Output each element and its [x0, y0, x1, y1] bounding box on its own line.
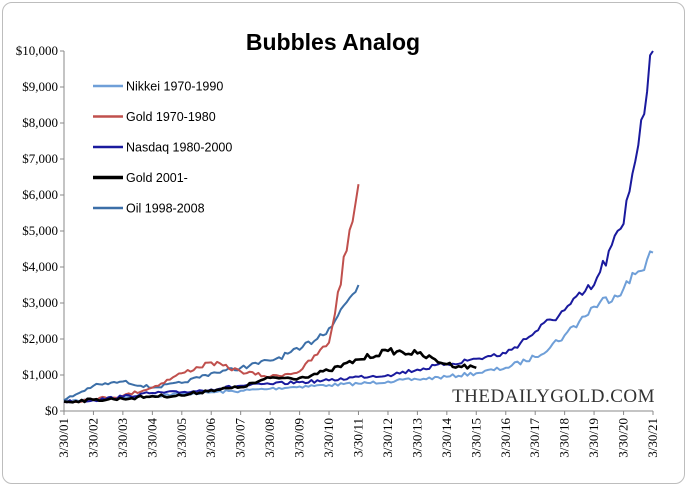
legend: Nikkei 1970-1990 Gold 1970-1980 Nasdaq 198… [93, 80, 232, 216]
x-tick-label: 3/30/18 [557, 418, 572, 458]
x-tick-label: 3/30/16 [498, 418, 513, 458]
y-tick-label: $1,000 [22, 367, 58, 382]
x-tick-label: 3/30/09 [292, 418, 307, 458]
x-tick-label: 3/30/21 [645, 418, 660, 458]
series-line-1 [63, 184, 360, 404]
series-line-3 [63, 347, 477, 404]
x-tick-label: 3/30/05 [174, 418, 189, 458]
x-tick-label: 3/30/17 [527, 418, 542, 458]
legend-label-0: Nikkei 1970-1990 [126, 80, 223, 94]
x-tick-label: 3/30/03 [115, 418, 130, 458]
x-tick-label: 3/30/04 [144, 418, 159, 458]
x-tick-label: 3/30/14 [439, 418, 454, 458]
y-tick-label: $9,000 [22, 79, 58, 94]
y-tick-label: $10,000 [16, 43, 58, 58]
x-tick-label: 3/30/02 [85, 418, 100, 458]
x-tick-label: 3/30/19 [586, 418, 601, 458]
x-tick-label: 3/30/12 [380, 418, 395, 458]
x-tick-label: 3/30/13 [409, 418, 424, 458]
chart-frame: Bubbles Analog $0 $1,000 $2,000 $3,000 $4,00… [2, 2, 685, 484]
legend-label-2: Nasdaq 1980-2000 [126, 141, 232, 155]
series-line-0 [63, 250, 654, 404]
legend-label-1: Gold 1970-1980 [126, 110, 216, 124]
x-tick-label: 3/30/01 [56, 418, 71, 458]
bubbles-analog-chart: Bubbles Analog $0 $1,000 $2,000 $3,000 $4,00… [16, 29, 660, 458]
x-tick-label: 3/30/11 [350, 418, 365, 457]
x-tick-label: 3/30/15 [468, 418, 483, 458]
y-tick-label: $8,000 [22, 115, 58, 130]
x-tick-label: 3/30/08 [262, 418, 277, 458]
legend-label-3: Gold 2001- [126, 171, 188, 185]
legend-label-4: Oil 1998-2008 [126, 202, 205, 216]
y-tick-label: $2,000 [22, 331, 58, 346]
x-tick-label: 3/30/07 [233, 418, 248, 458]
y-tick-label: $4,000 [22, 259, 58, 274]
plot-area: $0 $1,000 $2,000 $3,000 $4,000 $5,000 $6,000 $7… [16, 43, 660, 458]
y-tick-label: $5,000 [22, 223, 58, 238]
series-line-4 [63, 284, 360, 402]
y-tick-label: $7,000 [22, 151, 58, 166]
chart-title: Bubbles Analog [246, 29, 420, 55]
watermark: THEDAILYGOLD.COM [452, 386, 655, 407]
y-tick-label: $0 [45, 403, 58, 418]
x-tick-label: 3/30/06 [203, 418, 218, 458]
y-tick-label: $3,000 [22, 295, 58, 310]
x-tick-label: 3/30/20 [616, 418, 631, 458]
y-tick-label: $6,000 [22, 187, 58, 202]
series-line-2 [63, 50, 654, 404]
x-tick-label: 3/30/10 [321, 418, 336, 458]
